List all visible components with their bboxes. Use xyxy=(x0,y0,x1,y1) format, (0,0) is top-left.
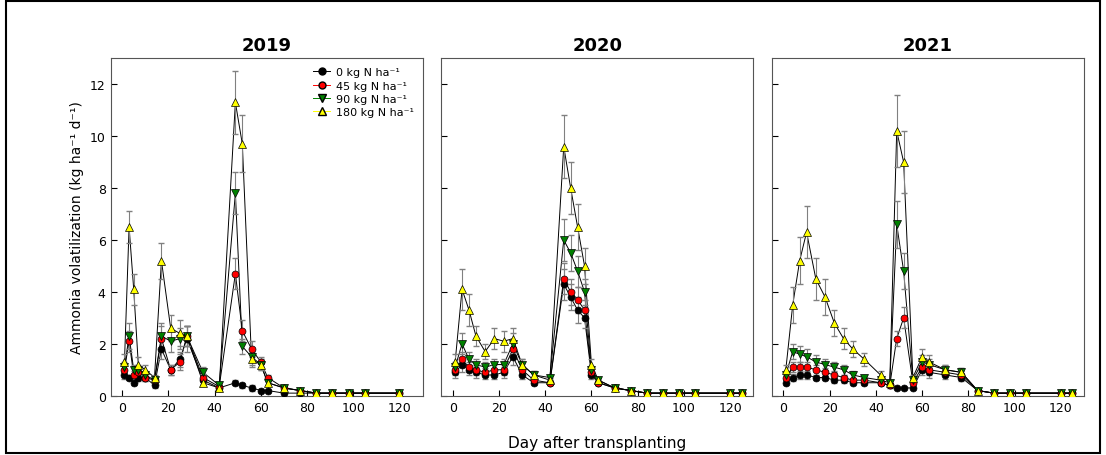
Title: 2021: 2021 xyxy=(902,37,953,55)
Title: 2019: 2019 xyxy=(241,37,292,55)
Text: Day after transplanting: Day after transplanting xyxy=(508,435,687,450)
Y-axis label: Ammonia volatilization (kg ha⁻¹ d⁻¹): Ammonia volatilization (kg ha⁻¹ d⁻¹) xyxy=(71,101,84,354)
Title: 2020: 2020 xyxy=(572,37,623,55)
Legend: 0 kg N ha⁻¹, 45 kg N ha⁻¹, 90 kg N ha⁻¹, 180 kg N ha⁻¹: 0 kg N ha⁻¹, 45 kg N ha⁻¹, 90 kg N ha⁻¹,… xyxy=(310,65,417,121)
